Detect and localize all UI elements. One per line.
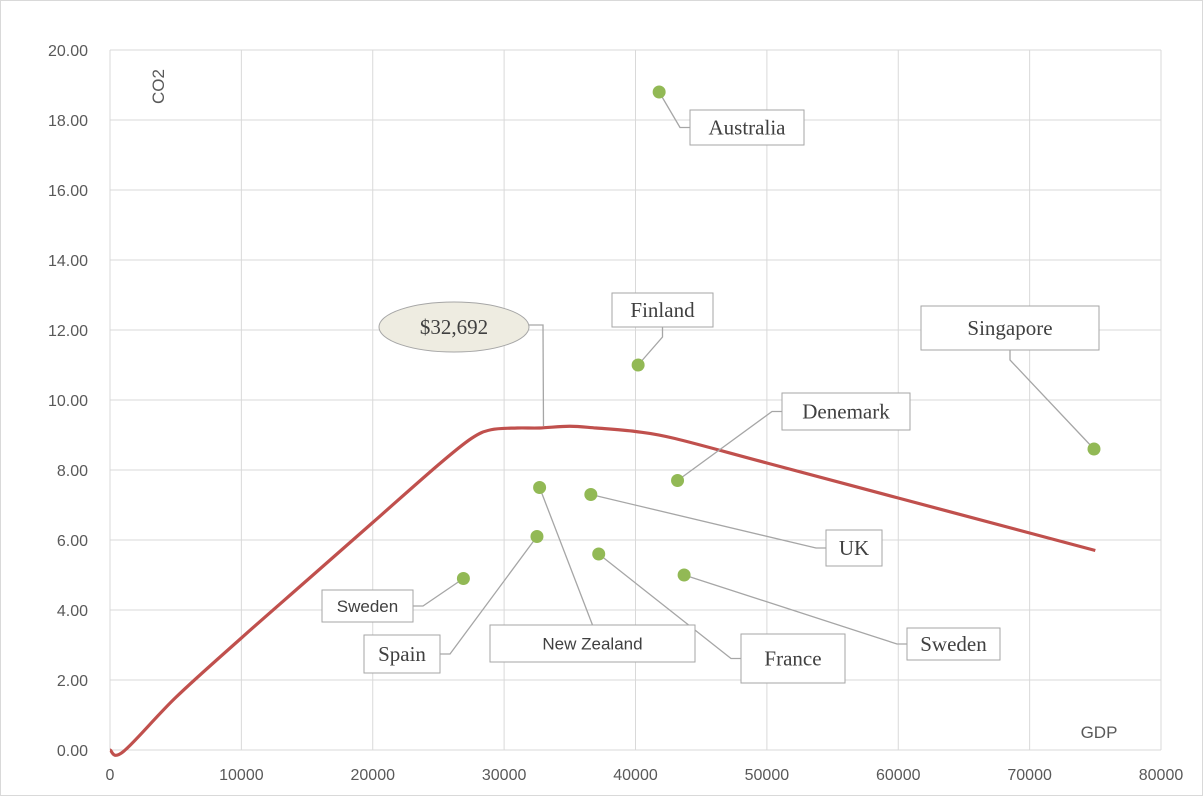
y-tick-label: 20.00 xyxy=(48,43,88,60)
x-tick-label: 50000 xyxy=(745,767,790,784)
data-point xyxy=(456,572,470,585)
data-labels: Australia Finland Singapore Denemark UK New Z… xyxy=(321,109,1100,684)
data-label-box xyxy=(321,589,414,623)
x-tick-label: 70000 xyxy=(1007,767,1052,784)
x-tick-label: 20000 xyxy=(351,767,396,784)
data-label-box xyxy=(781,392,911,431)
data-point xyxy=(631,358,645,372)
ekc-curve-layer xyxy=(109,424,1096,757)
data-point xyxy=(584,488,598,501)
data-label-box xyxy=(906,627,1001,661)
leader-line xyxy=(413,577,464,607)
data-label-box xyxy=(920,305,1100,351)
ekc-curve-line xyxy=(109,424,1096,757)
data-point xyxy=(530,530,544,543)
turning-point-label: $32,692 xyxy=(420,315,488,339)
data-point xyxy=(677,568,691,582)
data-label-box xyxy=(689,109,805,146)
y-tick-label: 14.00 xyxy=(48,253,88,270)
leader-lines xyxy=(413,91,1095,660)
y-tick-label: 8.00 xyxy=(57,463,88,480)
x-tick-label: 0 xyxy=(106,767,115,784)
callout-leader xyxy=(528,324,545,427)
y-tick-label: 10.00 xyxy=(48,393,88,410)
y-tick-label: 4.00 xyxy=(57,603,88,620)
x-tick-label: 80000 xyxy=(1139,767,1184,784)
leader-line xyxy=(637,327,664,366)
y-tick-label: 6.00 xyxy=(57,533,88,550)
y-axis-title: CO2 xyxy=(149,69,168,104)
data-label-box xyxy=(363,634,441,674)
data-label: Spain xyxy=(378,642,426,666)
data-label: UK xyxy=(839,536,869,560)
leader-line xyxy=(1009,350,1095,450)
gridlines xyxy=(109,49,1162,751)
tick-labels: 0 10000 20000 30000 40000 50000 60000 70000 8000… xyxy=(48,43,1183,784)
y-tick-label: 0.00 xyxy=(57,743,88,760)
leader-line xyxy=(677,410,782,482)
y-tick-label: 12.00 xyxy=(48,323,88,340)
turning-point-callout xyxy=(378,301,530,353)
data-point xyxy=(671,474,685,487)
data-label: France xyxy=(764,647,821,671)
data-label: Singapore xyxy=(967,316,1052,340)
data-point xyxy=(533,481,547,494)
data-label: Australia xyxy=(709,116,787,140)
x-tick-label: 30000 xyxy=(482,767,527,784)
data-label: Finland xyxy=(630,298,695,322)
x-tick-label: 10000 xyxy=(219,767,264,784)
leader-line xyxy=(538,487,594,626)
data-label-box xyxy=(489,624,696,663)
x-tick-label: 40000 xyxy=(613,767,658,784)
data-points xyxy=(456,85,1101,585)
data-point xyxy=(652,85,666,99)
data-label: Denemark xyxy=(802,400,890,424)
data-point xyxy=(1087,442,1101,456)
leader-line xyxy=(590,493,826,549)
data-label-box xyxy=(611,292,714,328)
x-tick-label: 60000 xyxy=(876,767,921,784)
data-point xyxy=(592,547,606,561)
data-label: New Zealand xyxy=(542,635,642,654)
y-tick-label: 18.00 xyxy=(48,113,88,130)
leader-line xyxy=(683,574,907,645)
y-tick-label: 16.00 xyxy=(48,183,88,200)
data-label: Sweden xyxy=(337,597,398,616)
data-label-box xyxy=(740,633,846,684)
y-tick-label: 2.00 xyxy=(57,673,88,690)
leader-line xyxy=(440,536,538,655)
leader-line xyxy=(598,553,741,660)
x-axis-title: GDP xyxy=(1081,723,1118,742)
leader-line xyxy=(658,91,690,129)
data-label: Sweden xyxy=(920,632,987,656)
data-label-box xyxy=(825,529,883,567)
